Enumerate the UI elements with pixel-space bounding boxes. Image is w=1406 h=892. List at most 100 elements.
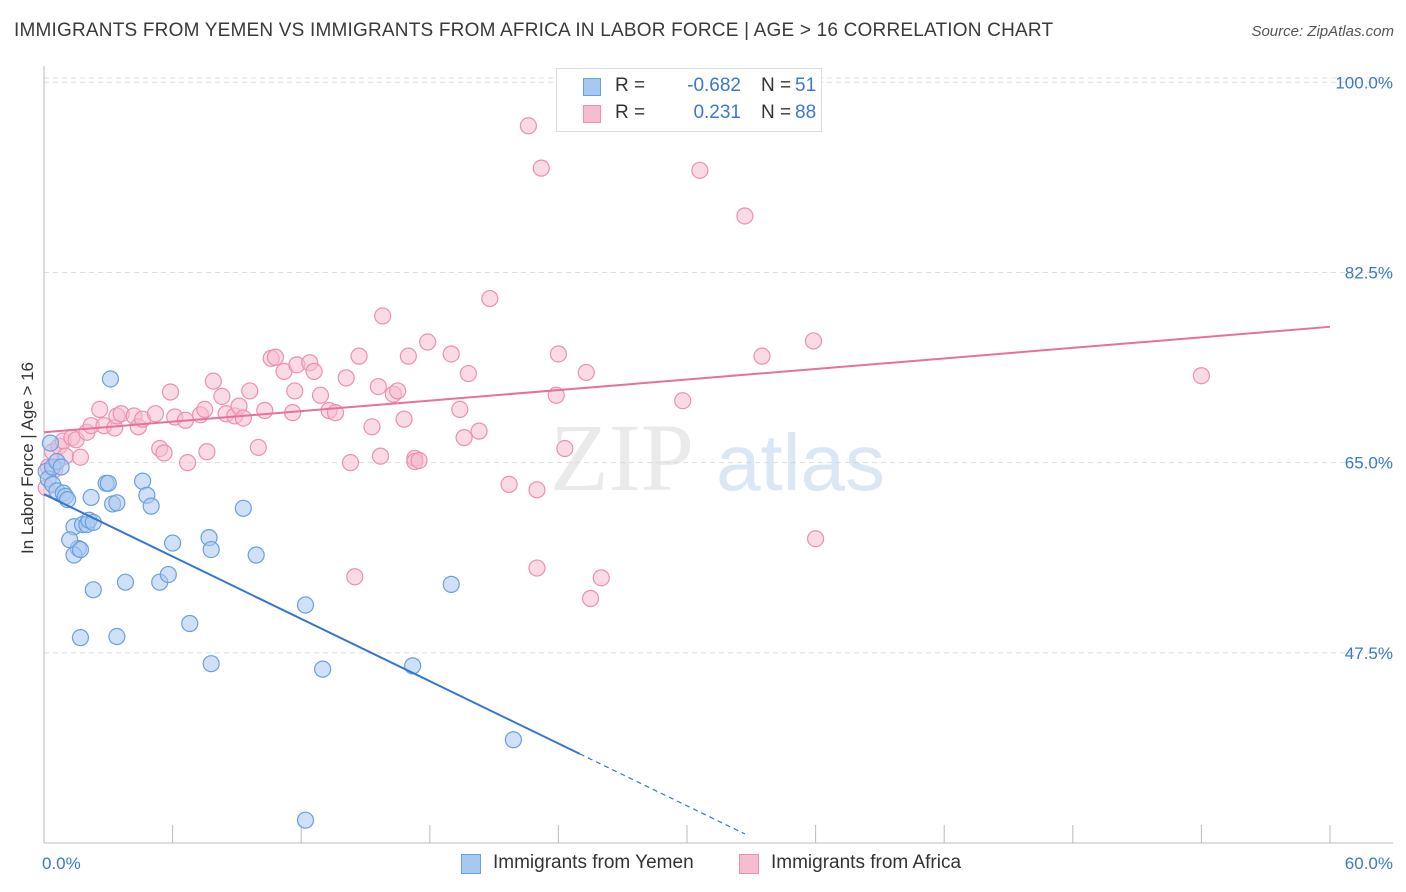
africa-point [528, 559, 546, 577]
africa-point [374, 307, 392, 325]
africa-point [346, 568, 364, 586]
yemen-point [108, 627, 126, 646]
africa-point [500, 475, 518, 493]
watermark-atlas: atlas [716, 418, 885, 507]
chart-title: IMMIGRANTS FROM YEMEN VS IMMIGRANTS FROM… [14, 20, 1054, 41]
yemen-point [404, 657, 422, 675]
yemen-point [133, 472, 152, 490]
africa-point [581, 589, 600, 608]
africa-point [249, 438, 267, 457]
africa-point [806, 530, 825, 548]
africa-point [305, 362, 323, 380]
yemen-trend-line [43, 493, 581, 755]
africa-point [71, 448, 90, 466]
watermark-zip: ZIP [550, 404, 694, 511]
watermark: ZIP atlas [550, 404, 885, 511]
africa-point [592, 569, 610, 587]
africa-point [266, 348, 285, 366]
africa-point [419, 333, 437, 351]
africa-point [286, 382, 304, 400]
yemen-point [142, 497, 160, 515]
africa-point [442, 345, 460, 363]
africa-point [528, 481, 546, 499]
yemen-point [82, 488, 100, 507]
y-tick-label: 100.0% [1335, 73, 1393, 92]
correlation-legend: R = -0.682 N = 51 R = 0.231 N = 88 [556, 68, 822, 132]
africa-point [241, 382, 259, 400]
africa-point [455, 429, 473, 447]
africa-point [736, 207, 754, 225]
trend-layer [43, 325, 1331, 835]
x-tick-label-min: 0.0% [42, 854, 81, 873]
yemen-point [181, 614, 199, 633]
yemen-point [247, 546, 265, 564]
yemen-point [202, 655, 220, 673]
legend-swatch-blue [583, 78, 601, 96]
africa-point [556, 439, 574, 458]
grid-layer [44, 77, 1393, 654]
legend-n-value: 88 [795, 102, 817, 123]
bottom-legend-label: Immigrants from Yemen [493, 852, 694, 873]
yemen-point [116, 573, 135, 591]
y-tick-label: 47.5% [1345, 644, 1393, 663]
yemen-point [296, 811, 315, 829]
legend-r-value: -0.682 [687, 75, 741, 96]
legend-r-label: R = [615, 75, 646, 96]
africa-point [1192, 367, 1211, 385]
africa-point [311, 386, 330, 404]
africa-point [532, 159, 550, 177]
yemen-point [99, 474, 117, 492]
africa-point [161, 383, 180, 401]
africa-point [213, 387, 231, 405]
africa-point [179, 454, 197, 472]
legend-swatch-pink [583, 105, 601, 123]
yemen-point [84, 513, 102, 532]
africa-point [196, 400, 214, 419]
africa-point [204, 372, 222, 390]
yemen-point [41, 434, 60, 452]
yemen-point [101, 370, 120, 388]
yemen-point [314, 660, 332, 678]
africa-point [399, 347, 417, 365]
africa-point [481, 289, 499, 308]
africa-point [234, 409, 252, 427]
africa-point [198, 443, 216, 461]
africa-point [753, 347, 771, 365]
axes-layer [43, 66, 1393, 844]
x-tick-label-max: 60.0% [1345, 854, 1393, 873]
africa-point [341, 454, 360, 472]
africa-point [371, 447, 390, 465]
tick-labels: 100.0% 82.5% 65.0% 47.5% 0.0% 60.0% [42, 73, 1393, 873]
africa-point [389, 382, 407, 400]
africa-point [395, 410, 413, 428]
legend-n-value: 51 [795, 75, 817, 96]
legend-r-label: R = [615, 102, 646, 123]
yemen-point [159, 565, 177, 584]
yemen-point [108, 494, 126, 512]
africa-point [410, 451, 428, 470]
yemen-point [71, 629, 90, 647]
africa-point [363, 418, 381, 436]
yemen-point [52, 458, 70, 476]
yemen-point [504, 731, 522, 749]
africa-point [91, 400, 109, 419]
yemen-point [234, 499, 252, 517]
africa-point [470, 422, 488, 440]
legend-r-value: 0.231 [693, 102, 741, 123]
africa-point [369, 377, 387, 396]
yemen-point [442, 575, 460, 593]
africa-point [804, 332, 823, 350]
africa-point [691, 161, 709, 179]
africa-point [519, 117, 537, 135]
africa-point [146, 405, 165, 423]
y-tick-label: 65.0% [1345, 454, 1393, 473]
yemen-point [202, 540, 220, 559]
chart-source: Source: ZipAtlas.com [1251, 23, 1394, 40]
legend-swatch-pink [739, 854, 759, 874]
bottom-legend-label: Immigrants from Africa [771, 852, 962, 873]
yemen-point [164, 534, 182, 552]
africa-point [549, 345, 568, 363]
yemen-trend-extension [579, 753, 746, 835]
yemen-point [71, 540, 90, 559]
africa-point [155, 444, 173, 462]
